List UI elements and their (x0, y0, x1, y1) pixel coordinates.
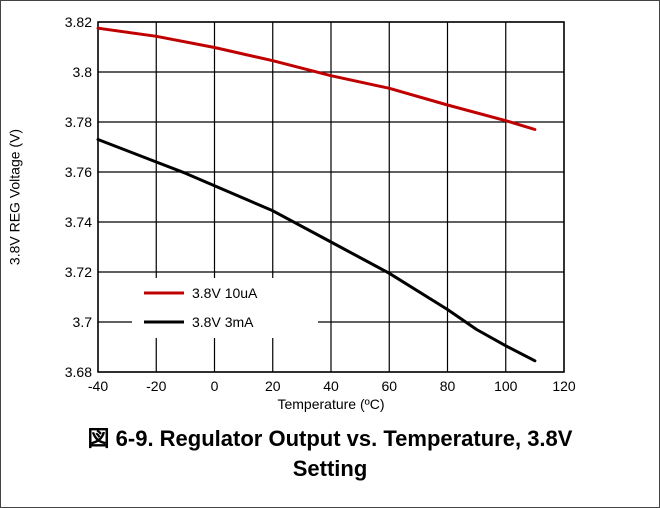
plot-area (97, 21, 565, 373)
x-tick-label: 80 (440, 378, 456, 394)
x-tick-label: 100 (494, 378, 518, 394)
legend-label-1: 3.8V 10uA (192, 285, 258, 301)
x-tick-labels: -40 -20 0 20 40 60 80 100 120 (88, 378, 576, 394)
y-tick-label: 3.78 (65, 114, 92, 130)
y-tick-label: 3.68 (65, 364, 92, 380)
legend: 3.8V 10uA 3.8V 3mA (132, 278, 318, 338)
series-line-2 (96, 138, 537, 363)
x-tick-label: 120 (552, 378, 576, 394)
y-tick-label: 3.7 (73, 314, 93, 330)
x-tick-label: 40 (323, 378, 339, 394)
y-tick-label: 3.72 (65, 264, 92, 280)
series-line-1 (96, 26, 537, 131)
x-tick-label: 20 (265, 378, 281, 394)
x-tick-label: 0 (211, 378, 219, 394)
x-tick-label: -40 (88, 378, 108, 394)
legend-box (132, 278, 318, 338)
y-tick-label: 3.8 (73, 64, 93, 80)
y-tick-label: 3.76 (65, 164, 92, 180)
y-axis-label: 3.8V REG Voltage (V) (7, 129, 23, 265)
regulator-output-chart: -40 -20 0 20 40 60 80 100 120 3.68 3.7 3.72 3.74 3.7… (7, 14, 576, 412)
caption-line-1: 図 6-9. Regulator Output vs. Temperature,… (87, 426, 573, 451)
x-tick-label: 60 (381, 378, 397, 394)
y-tick-label: 3.74 (65, 214, 92, 230)
series-layer (96, 26, 537, 363)
figure-caption: 図 6-9. Regulator Output vs. Temperature,… (0, 424, 660, 484)
legend-label-2: 3.8V 3mA (192, 314, 254, 330)
y-tick-label: 3.82 (65, 14, 92, 30)
y-tick-labels: 3.68 3.7 3.72 3.74 3.76 3.78 3.8 3.82 (65, 14, 92, 380)
x-axis-label: Temperature (ºC) (277, 396, 384, 412)
x-tick-label: -20 (146, 378, 166, 394)
caption-line-2: Setting (292, 456, 368, 481)
